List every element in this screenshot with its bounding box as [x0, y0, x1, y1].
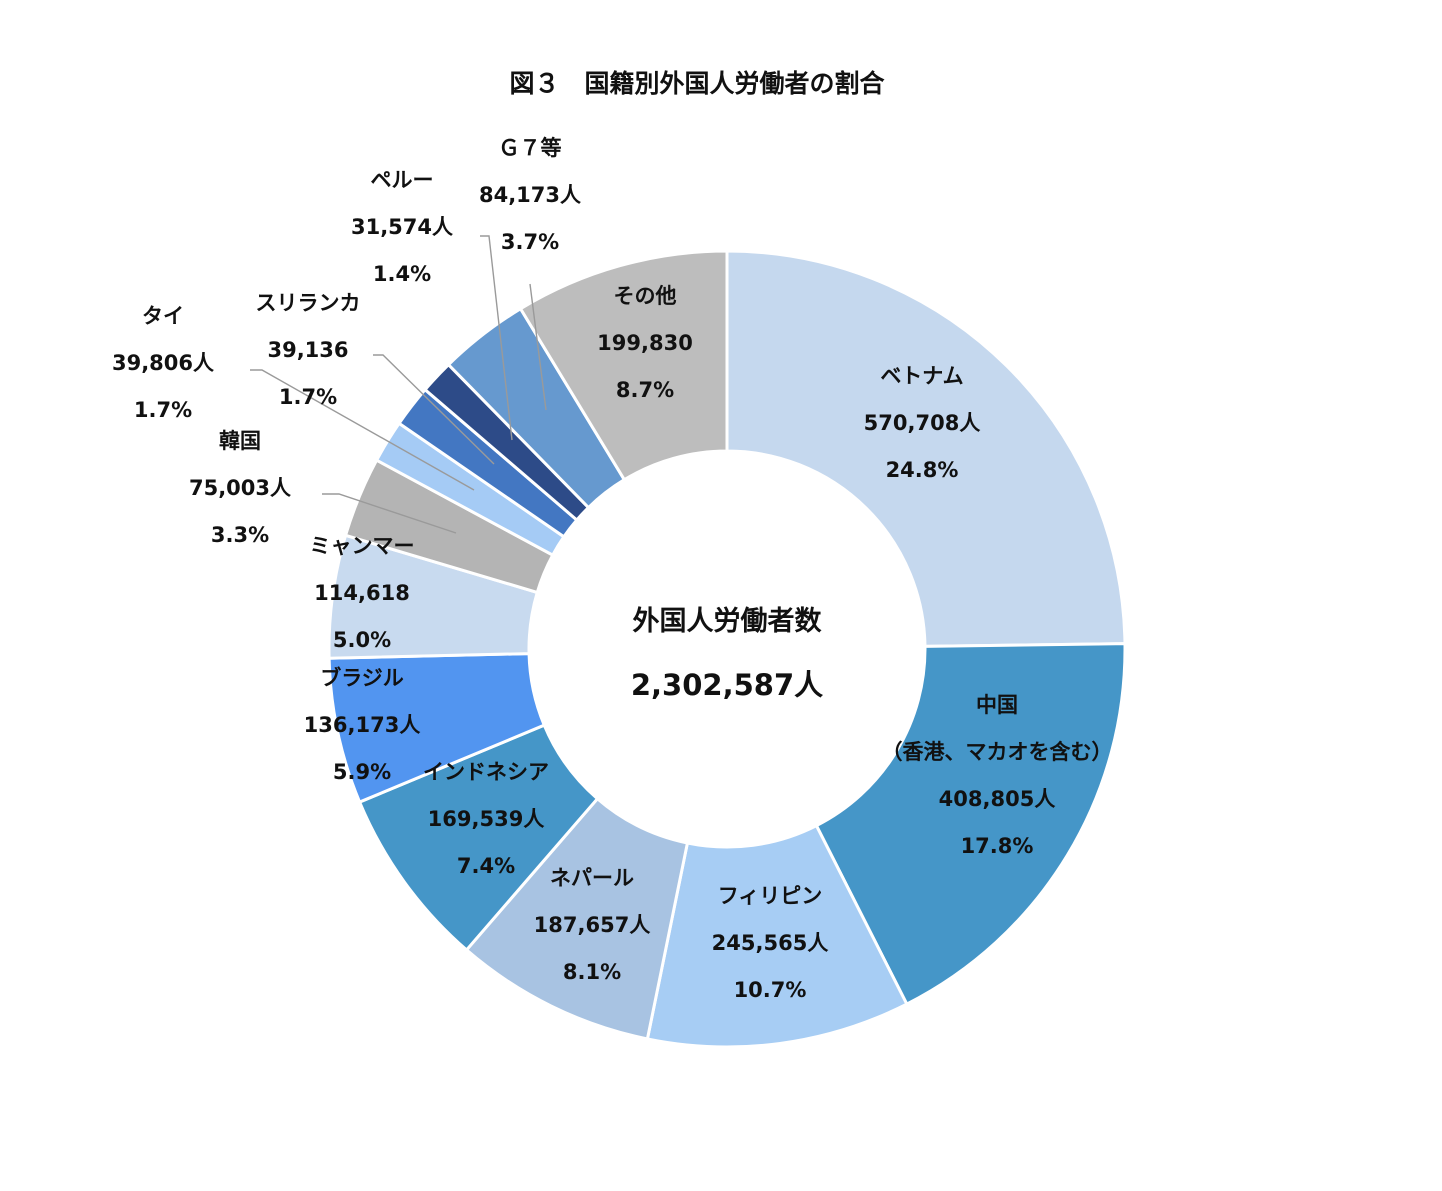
data-label: Ｇ７等 — [499, 136, 562, 160]
leader-line — [529, 283, 547, 411]
donut-segment — [725, 249, 1127, 648]
slice-labels: ベトナム 570,708人 24.8% 中国 （香港、マカオを含む） 408,805人 17… — [112, 136, 1113, 1002]
data-label: 1.7% — [279, 385, 337, 409]
donut-segment — [645, 823, 909, 1049]
data-label: ベトナム — [880, 364, 963, 388]
data-label: ネパール — [550, 866, 634, 890]
data-label: ペルー — [371, 168, 434, 192]
chart-title: 図３ 国籍別外国人労働者の割合 — [509, 69, 885, 98]
data-label: インドネシア — [423, 760, 549, 784]
leader-line — [373, 354, 495, 465]
data-label: ブラジル — [320, 666, 404, 690]
data-label: その他 — [614, 284, 677, 308]
data-label: 408,805人 — [939, 787, 1056, 811]
center-title: 外国人労働者数 — [633, 606, 823, 637]
data-label: （香港、マカオを含む） — [882, 740, 1113, 764]
data-label: 7.4% — [457, 854, 515, 878]
data-label: 3.3% — [211, 523, 269, 547]
data-label: 75,003人 — [189, 476, 291, 500]
donut-segment — [814, 642, 1127, 1007]
data-label: 169,539人 — [428, 807, 545, 831]
data-label: 84,173人 — [479, 183, 581, 207]
leader-lines — [250, 235, 547, 534]
data-label: 245,565人 — [712, 931, 829, 955]
donut-segments — [327, 249, 1127, 1049]
data-label: 8.7% — [616, 378, 674, 402]
data-label: 136,173人 — [304, 713, 421, 737]
data-label: スリランカ — [256, 291, 361, 315]
data-label: 10.7% — [734, 978, 807, 1002]
data-label: 31,574人 — [351, 215, 453, 239]
data-label: 5.0% — [333, 628, 391, 652]
donut-segment — [518, 249, 729, 482]
data-label: フィリピン — [718, 884, 823, 908]
data-label: ミャンマー — [310, 534, 415, 558]
leader-line — [322, 493, 457, 534]
data-label: 中国 — [976, 693, 1018, 717]
data-label: 187,657人 — [534, 913, 651, 937]
data-label: 199,830 — [597, 331, 693, 355]
data-label: 1.7% — [134, 398, 192, 422]
data-label: 1.4% — [373, 262, 431, 286]
data-label: 114,618 — [314, 581, 410, 605]
leader-line — [480, 235, 513, 441]
data-label: 韓国 — [219, 429, 261, 453]
data-label: 3.7% — [501, 230, 559, 254]
leader-line — [250, 369, 475, 491]
data-label: 5.9% — [333, 760, 391, 784]
data-label: タイ — [142, 304, 184, 328]
data-label: 570,708人 — [864, 411, 981, 435]
data-label: 39,136 — [267, 338, 348, 362]
data-label: 17.8% — [961, 834, 1034, 858]
center-total: 2,302,587人 — [631, 668, 823, 702]
data-label: 39,806人 — [112, 351, 214, 375]
data-label: 24.8% — [886, 458, 959, 482]
data-label: 8.1% — [563, 960, 621, 984]
